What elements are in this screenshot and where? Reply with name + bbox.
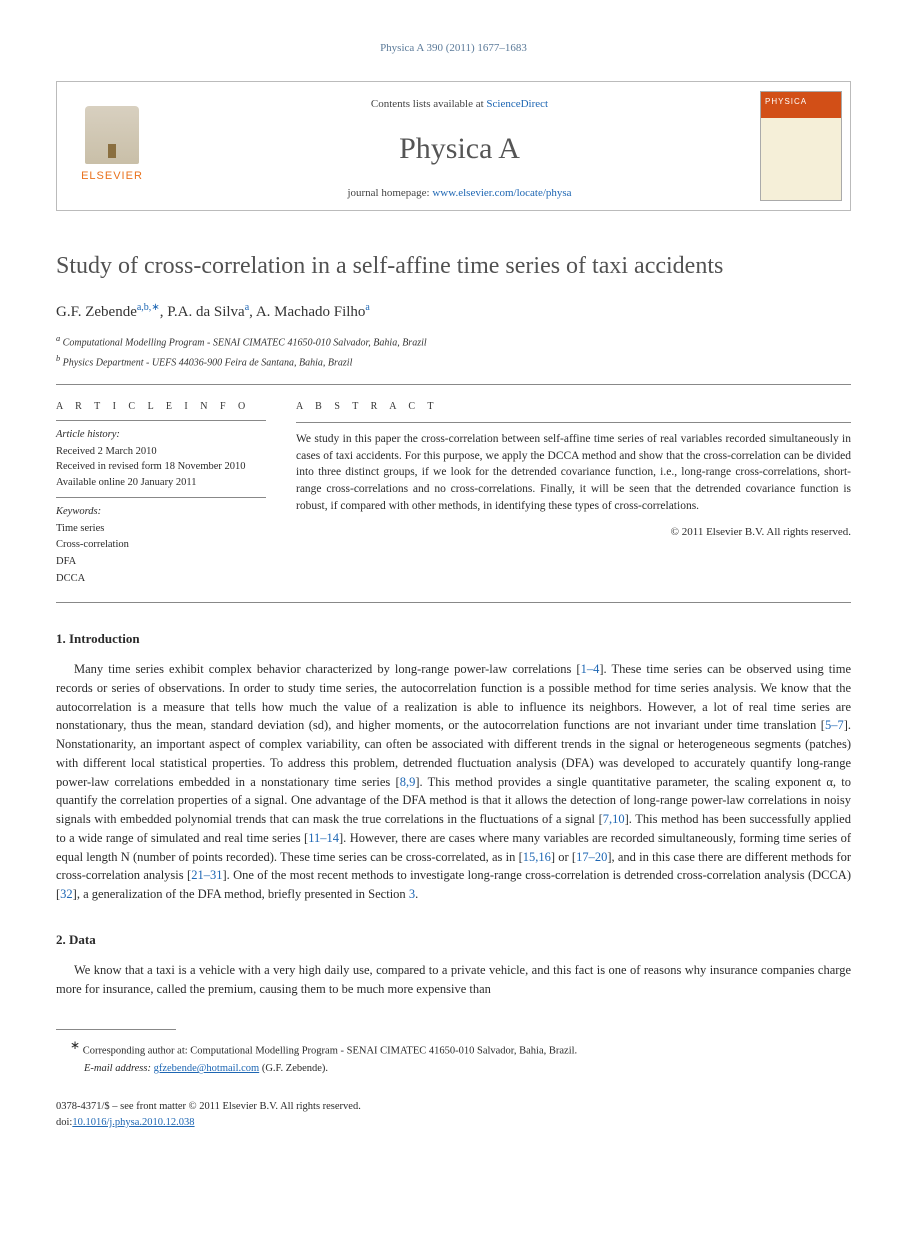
author-2-name: , P.A. da Silva — [160, 304, 245, 320]
authors-line: G.F. Zebendea,b,∗, P.A. da Silva a, A. Ma… — [56, 300, 851, 324]
journal-name: Physica A — [175, 126, 744, 171]
cover-label: PHYSICA — [765, 96, 807, 108]
abstract-copyright: © 2011 Elsevier B.V. All rights reserved… — [296, 524, 851, 541]
abstract-text: We study in this paper the cross-correla… — [296, 431, 851, 514]
masthead-center: Contents lists available at ScienceDirec… — [167, 82, 752, 210]
body-text-fragment: ], a generalization of the DFA method, b… — [73, 887, 409, 901]
issn-copyright-line: 0378-4371/$ – see front matter © 2011 El… — [56, 1099, 851, 1115]
divider-rule — [56, 602, 851, 603]
doi-link[interactable]: 10.1016/j.physa.2010.12.038 — [72, 1117, 194, 1128]
keyword-item: DFA — [56, 554, 266, 570]
sciencedirect-link[interactable]: ScienceDirect — [486, 98, 548, 110]
history-received: Received 2 March 2010 — [56, 444, 266, 460]
elsevier-tree-icon — [85, 106, 139, 164]
affiliation-a: a Computational Modelling Program - SENA… — [56, 333, 851, 350]
abstract-heading: A B S T R A C T — [296, 399, 851, 414]
email-footnote: E-mail address: gfzebende@hotmail.com (G… — [56, 1061, 851, 1077]
citation-link[interactable]: 15,16 — [523, 850, 551, 864]
star-icon: ∗ — [70, 1038, 80, 1052]
keyword-item: Cross-correlation — [56, 537, 266, 553]
affiliations-block: a Computational Modelling Program - SENA… — [56, 333, 851, 370]
section-2-title: 2. Data — [56, 930, 851, 950]
footnote-rule — [56, 1029, 176, 1030]
author-3-affiliation[interactable]: a — [365, 302, 369, 313]
affiliation-b-text: Physics Department - UEFS 44036-900 Feir… — [63, 357, 353, 368]
author-1-name: G.F. Zebende — [56, 304, 137, 320]
email-link[interactable]: gfzebende@hotmail.com — [154, 1063, 260, 1074]
info-abstract-row: A R T I C L E I N F O Article history: R… — [56, 399, 851, 588]
author-1-corresponding-star[interactable]: ∗ — [151, 302, 159, 313]
publisher-logo-block: ELSEVIER — [57, 82, 167, 210]
citation-link[interactable]: 8,9 — [400, 775, 416, 789]
keyword-item: Time series — [56, 521, 266, 537]
homepage-link[interactable]: www.elsevier.com/locate/physa — [432, 187, 571, 199]
citation-link[interactable]: 11–14 — [308, 831, 339, 845]
citation-link[interactable]: 32 — [60, 887, 73, 901]
page-footer-block: 0378-4371/$ – see front matter © 2011 El… — [56, 1099, 851, 1131]
article-title: Study of cross-correlation in a self-aff… — [56, 251, 851, 282]
article-info-column: A R T I C L E I N F O Article history: R… — [56, 399, 266, 588]
contents-line: Contents lists available at ScienceDirec… — [175, 96, 744, 113]
section-1-body: Many time series exhibit complex behavio… — [56, 660, 851, 904]
section-2-body: We know that a taxi is a vehicle with a … — [56, 961, 851, 999]
homepage-line: journal homepage: www.elsevier.com/locat… — [175, 185, 744, 202]
email-label: E-mail address: — [84, 1063, 154, 1074]
corresponding-text: Corresponding author at: Computational M… — [83, 1045, 577, 1056]
history-online: Available online 20 January 2011 — [56, 475, 266, 491]
divider-rule — [56, 384, 851, 385]
doi-line: doi:10.1016/j.physa.2010.12.038 — [56, 1115, 851, 1131]
history-revised: Received in revised form 18 November 201… — [56, 459, 266, 475]
body-text-fragment: Many time series exhibit complex behavio… — [74, 662, 581, 676]
journal-cover-thumb: PHYSICA — [760, 91, 842, 201]
body-text-fragment: . — [415, 887, 418, 901]
author-3-name: , A. Machado Filho — [249, 304, 365, 320]
citation-link[interactable]: 5–7 — [825, 718, 844, 732]
article-history-label: Article history: — [56, 427, 266, 443]
keywords-label: Keywords: — [56, 504, 266, 520]
keyword-item: DCCA — [56, 571, 266, 587]
affiliation-b: b Physics Department - UEFS 44036-900 Fe… — [56, 353, 851, 370]
cover-thumb-block: PHYSICA — [752, 82, 850, 210]
journal-masthead: ELSEVIER Contents lists available at Sci… — [56, 81, 851, 211]
email-tail: (G.F. Zebende). — [259, 1063, 328, 1074]
affiliation-a-text: Computational Modelling Program - SENAI … — [63, 338, 427, 349]
doi-label: doi: — [56, 1117, 72, 1128]
citation-link[interactable]: 17–20 — [576, 850, 607, 864]
body-text-fragment: ] or [ — [551, 850, 576, 864]
footnotes-block: ∗ Corresponding author at: Computational… — [56, 1036, 851, 1077]
publisher-name: ELSEVIER — [81, 168, 143, 185]
abstract-column: A B S T R A C T We study in this paper t… — [296, 399, 851, 588]
contents-prefix: Contents lists available at — [371, 98, 486, 110]
section-1-title: 1. Introduction — [56, 629, 851, 649]
author-1-affiliations[interactable]: a,b, — [137, 302, 151, 313]
article-info-heading: A R T I C L E I N F O — [56, 399, 266, 414]
corresponding-footnote: ∗ Corresponding author at: Computational… — [56, 1036, 851, 1059]
running-head: Physica A 390 (2011) 1677–1683 — [56, 40, 851, 57]
citation-link[interactable]: 21–31 — [191, 868, 222, 882]
citation-link[interactable]: 1–4 — [581, 662, 600, 676]
citation-link[interactable]: 7,10 — [603, 812, 625, 826]
homepage-prefix: journal homepage: — [347, 187, 432, 199]
